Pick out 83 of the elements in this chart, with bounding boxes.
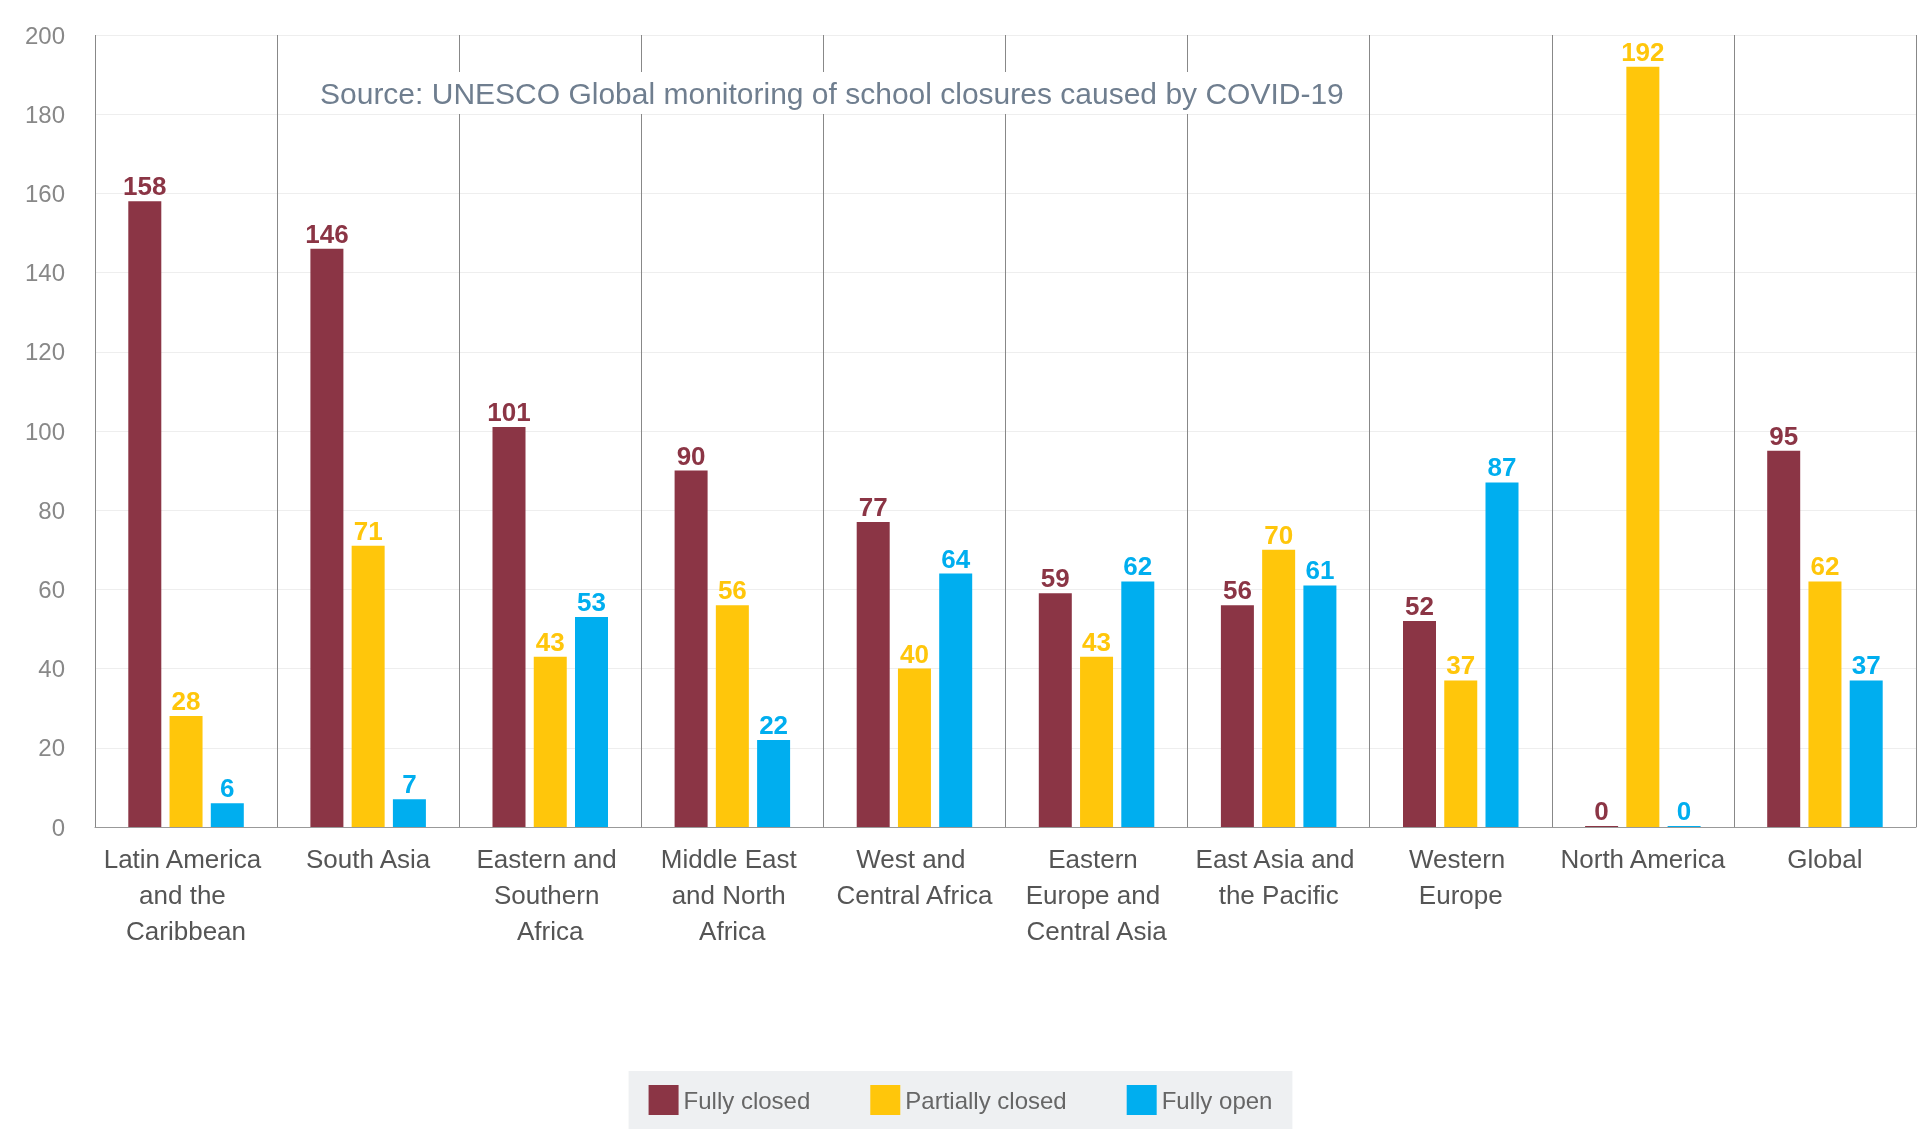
data-label: 158 <box>123 171 167 202</box>
data-label: 59 <box>1040 563 1070 594</box>
data-label: 192 <box>1621 36 1665 67</box>
bar <box>533 656 567 827</box>
legend-label: Fully open <box>1161 1086 1273 1114</box>
data-label: 37 <box>1851 650 1881 681</box>
data-label: 0 <box>1676 796 1692 826</box>
bar <box>392 799 426 827</box>
bar <box>351 545 385 827</box>
y-tick-label: 160 <box>24 179 65 207</box>
data-label: 43 <box>535 626 565 657</box>
y-tick-label: 200 <box>24 21 65 49</box>
y-tick-label: 40 <box>38 655 65 683</box>
x-tick-label: West and Central Africa <box>836 844 994 910</box>
bar <box>1767 450 1801 827</box>
bar <box>1626 66 1660 827</box>
y-tick-label: 140 <box>24 259 65 287</box>
data-label: 101 <box>487 397 531 428</box>
y-tick-label: 80 <box>38 496 65 524</box>
bar <box>128 201 162 827</box>
bar <box>1403 621 1436 827</box>
data-label: 56 <box>717 575 747 606</box>
data-label: 87 <box>1487 452 1517 483</box>
data-label: 62 <box>1123 551 1153 582</box>
bar <box>1121 581 1155 827</box>
data-label: 64 <box>941 543 971 574</box>
bar <box>492 427 526 827</box>
bar <box>1849 680 1883 827</box>
data-label: 146 <box>305 218 349 249</box>
data-label: 71 <box>353 515 383 546</box>
legend-label: Partially closed <box>905 1086 1067 1114</box>
y-tick-label: 120 <box>24 338 65 366</box>
bar <box>674 470 708 827</box>
bar <box>1485 482 1519 827</box>
y-tick-label: 100 <box>24 417 65 445</box>
annotation: Source: UNESCO Global monitoring of school closures caused by COVID-19 <box>320 76 1344 110</box>
x-tick-label: South Asia <box>305 844 431 874</box>
bar <box>939 573 973 827</box>
bar <box>1303 585 1337 827</box>
x-tick-label: Eastern and Southern Africa <box>476 844 624 946</box>
bar <box>1220 605 1254 827</box>
bar <box>1808 581 1842 827</box>
y-tick-label: 20 <box>38 734 65 762</box>
legend-label: Fully closed <box>683 1086 811 1114</box>
data-label: 77 <box>858 492 888 523</box>
y-tick-label: 180 <box>24 100 65 128</box>
x-tick-label: East Asia and the Pacific <box>1195 844 1362 910</box>
x-tick-label: Eastern Europe and Central Asia <box>1025 844 1168 946</box>
data-label: 52 <box>1405 591 1434 622</box>
x-tick-label: Global <box>1787 844 1863 874</box>
data-label: 56 <box>1222 575 1252 606</box>
bar <box>715 605 749 827</box>
bar <box>1038 593 1072 827</box>
data-label: 61 <box>1305 555 1335 586</box>
y-tick-label: 60 <box>38 575 65 603</box>
bar <box>310 248 344 827</box>
data-label: 37 <box>1446 650 1476 681</box>
data-label: 70 <box>1264 519 1294 550</box>
bar <box>575 617 608 827</box>
data-label: 95 <box>1769 420 1799 451</box>
data-label: 62 <box>1810 551 1840 582</box>
bar <box>897 668 931 827</box>
x-tick-label: North America <box>1560 844 1726 874</box>
bar <box>1444 680 1478 827</box>
bar <box>169 716 203 827</box>
data-label: 43 <box>1082 626 1112 657</box>
bar <box>757 739 791 827</box>
data-label: 40 <box>899 638 929 669</box>
data-label: 7 <box>402 769 417 800</box>
data-label: 0 <box>1594 796 1609 826</box>
data-label: 22 <box>759 709 789 740</box>
x-tick-label: Latin America and the Caribbean <box>103 844 269 946</box>
data-label: 90 <box>676 440 706 471</box>
data-label: 53 <box>577 587 606 618</box>
bar <box>1262 549 1296 827</box>
x-tick-label: Middle East and North Africa <box>660 844 804 946</box>
bar <box>210 803 244 827</box>
data-label: 28 <box>171 686 201 717</box>
y-tick-label: 0 <box>51 813 65 841</box>
bar <box>856 522 890 827</box>
x-tick-label: Western Europe <box>1408 844 1513 910</box>
data-label: 6 <box>220 773 235 804</box>
bar <box>1080 656 1114 827</box>
